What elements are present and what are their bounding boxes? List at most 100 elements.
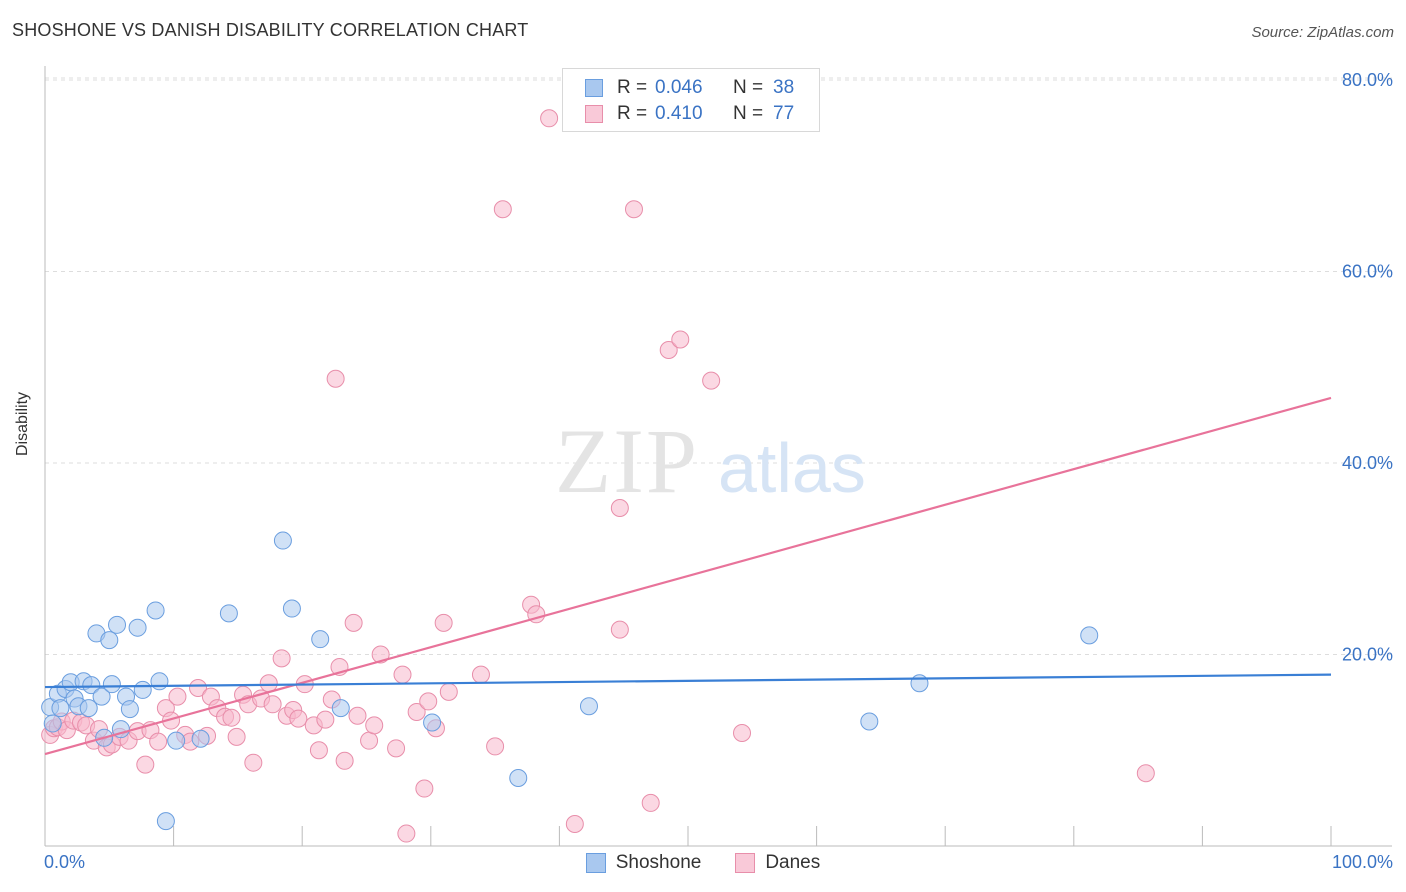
danes-point	[486, 737, 505, 756]
danes-point	[227, 727, 246, 746]
shoshone-point	[860, 712, 879, 731]
danes-trend-line	[44, 396, 1332, 756]
shoshone-point	[282, 599, 301, 618]
danes-point	[289, 709, 308, 728]
legend-n-value: 38	[773, 77, 795, 98]
y-tick-label: 80.0%	[1342, 70, 1393, 90]
shoshone-point	[331, 699, 350, 718]
y-tick-label: 60.0%	[1342, 262, 1393, 282]
shoshone-point	[82, 676, 101, 695]
watermark-zip: ZIP	[555, 410, 699, 512]
shoshone-point	[156, 812, 175, 831]
danes-point	[397, 824, 416, 843]
x-tick-label-min: 0.0%	[44, 852, 85, 872]
danes-point	[316, 710, 335, 729]
danes-point	[259, 674, 278, 693]
chart-title: SHOSHONE VS DANISH DISABILITY CORRELATIO…	[12, 20, 529, 40]
legend-r-label: R =	[617, 77, 648, 98]
danes-point	[335, 751, 354, 770]
danes-point	[136, 755, 155, 774]
shoshone-point	[100, 631, 119, 650]
legend-label-shoshone: Shoshone	[615, 852, 702, 873]
legend-swatch-danes	[585, 105, 603, 123]
danes-point	[344, 613, 363, 632]
shoshone-point	[102, 675, 121, 694]
legend-n-label: N =	[733, 103, 764, 124]
danes-point	[415, 779, 434, 798]
legend-row-shoshone: R = 0.046 N = 38	[585, 76, 794, 100]
danes-point	[610, 620, 629, 639]
danes-point	[733, 724, 752, 743]
watermark-atlas: atlas	[718, 429, 866, 507]
shoshone-point	[311, 630, 330, 649]
danes-point	[540, 109, 559, 128]
danes-point	[387, 739, 406, 758]
shoshone-point	[92, 687, 111, 706]
shoshone-point	[167, 731, 186, 750]
shoshone-point	[120, 700, 139, 719]
shoshone-point	[509, 769, 528, 788]
danes-point	[624, 200, 643, 219]
danes-point	[360, 731, 379, 750]
shoshone-point	[133, 680, 152, 699]
danes-point	[471, 665, 490, 684]
legend-label-danes: Danes	[765, 852, 821, 873]
shoshone-point	[423, 713, 442, 732]
legend-item-shoshone: Shoshone	[585, 852, 702, 874]
danes-point	[493, 200, 512, 219]
legend-swatch-danes	[735, 853, 756, 873]
y-tick-labels: 20.0% 40.0% 60.0% 80.0%	[1342, 70, 1393, 665]
shoshone-point	[191, 729, 210, 748]
danes-point	[272, 649, 291, 668]
danes-point	[189, 679, 208, 698]
danes-point	[222, 708, 241, 727]
danes-point	[371, 645, 390, 664]
danes-point	[641, 793, 660, 812]
legend-r-label: R =	[617, 103, 648, 124]
shoshone-point	[79, 699, 98, 718]
y-axis-label: Disability	[14, 391, 31, 456]
danes-point	[244, 753, 263, 772]
shoshone-points	[41, 531, 1099, 831]
legend-swatch-shoshone	[585, 853, 606, 873]
legend-row-danes: R = 0.410 N = 77	[585, 102, 794, 126]
y-tick-label: 40.0%	[1342, 453, 1393, 473]
danes-point	[419, 692, 438, 711]
danes-point	[326, 369, 345, 388]
legend-r-value: 0.410	[655, 103, 703, 124]
legend-r-value: 0.046	[655, 77, 703, 98]
legend-item-danes: Danes	[735, 852, 820, 874]
danes-point	[309, 741, 328, 760]
danes-point	[348, 706, 367, 725]
danes-point	[407, 702, 426, 721]
danes-point	[263, 695, 282, 714]
danes-point	[565, 814, 584, 833]
danes-point	[439, 682, 458, 701]
correlation-legend: R = 0.046 N = 38 R = 0.410 N = 77	[562, 68, 820, 132]
trend-lines	[44, 396, 1332, 756]
series-legend: Shoshone Danes	[0, 852, 1406, 874]
y-tick-label: 20.0%	[1342, 645, 1393, 665]
danes-point	[149, 732, 168, 751]
legend-swatch-shoshone	[585, 79, 603, 97]
danes-point	[659, 341, 678, 360]
watermark: ZIP atlas	[555, 410, 866, 512]
danes-point	[702, 371, 721, 390]
shoshone-point	[1080, 626, 1099, 645]
danes-point	[671, 330, 690, 349]
danes-point	[610, 499, 629, 518]
shoshone-point	[128, 618, 147, 637]
danes-point	[1136, 764, 1155, 783]
shoshone-point	[579, 697, 598, 716]
axes	[44, 66, 1392, 847]
shoshone-point	[146, 601, 165, 620]
danes-point	[434, 613, 453, 632]
legend-n-label: N =	[733, 77, 764, 98]
source-label: Source: ZipAtlas.com	[1251, 24, 1394, 41]
shoshone-point	[150, 672, 169, 691]
shoshone-point	[43, 714, 62, 733]
shoshone-point	[108, 615, 127, 634]
legend-n-value: 77	[773, 103, 795, 124]
shoshone-point	[51, 699, 70, 718]
